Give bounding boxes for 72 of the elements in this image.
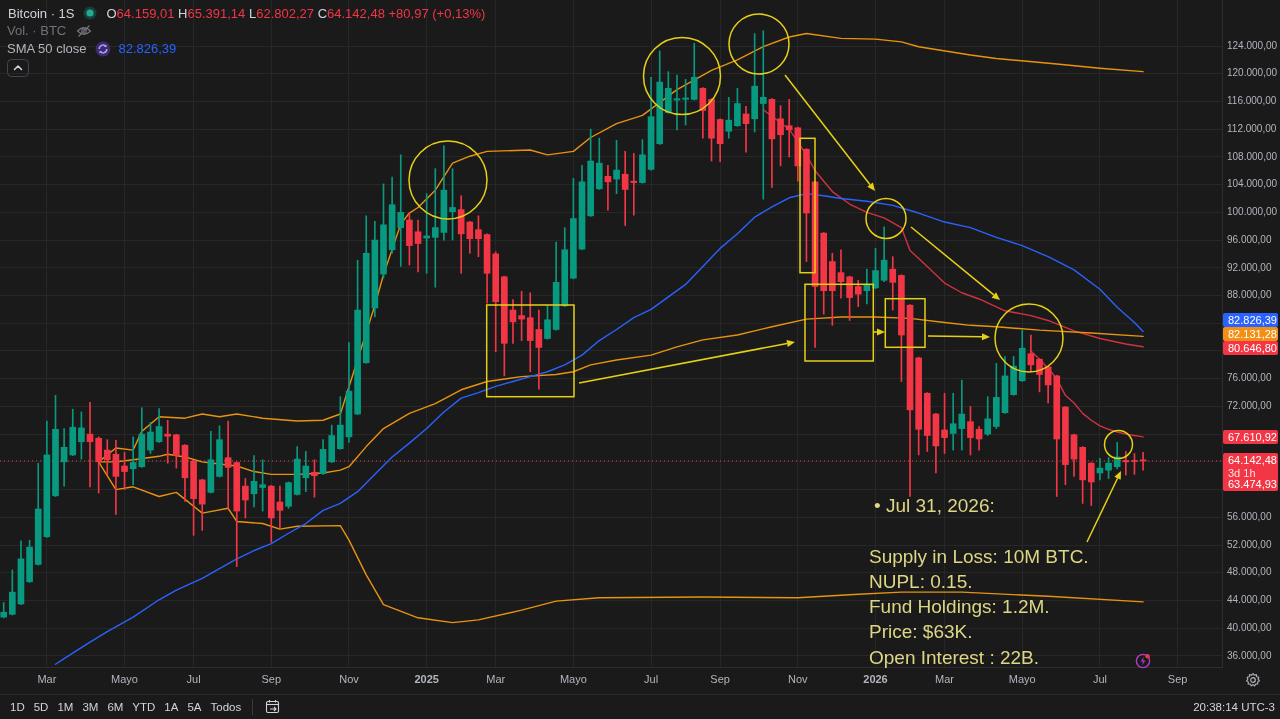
chart-title: Bitcoin · 1S	[8, 5, 75, 21]
candlestick	[414, 219, 422, 273]
annotation: Price: $63K.	[869, 620, 974, 645]
x-tick-label: Mayo	[559, 672, 587, 685]
annotation: Open Interest : 22B.	[869, 645, 1041, 670]
candlestick	[1122, 451, 1130, 476]
x-tick-label: Jul	[644, 672, 659, 685]
annotation: Fund Holdings: 1.2M.	[869, 595, 1051, 620]
x-tick-label: Mar	[935, 672, 955, 685]
candlestick	[397, 154, 405, 267]
y-tick-label: 44.000,00	[1227, 594, 1272, 606]
text: 6M	[107, 701, 124, 713]
y-tick-label: 108.000,00	[1227, 150, 1278, 162]
text: 1M	[57, 701, 74, 713]
x-tick-label: Nov	[339, 672, 360, 685]
text: 67.610,92	[1228, 431, 1278, 443]
candlestick	[164, 419, 172, 464]
text: 1A	[164, 701, 179, 713]
y-tick-label: 72.000,00	[1227, 400, 1272, 412]
y-tick-label: 48.000,00	[1227, 566, 1272, 578]
text: 82.131,28	[1228, 328, 1278, 340]
text: 82.826,39	[1228, 314, 1277, 326]
x-tick-label: Mar	[37, 672, 57, 685]
annotation: NUPL: 0.15.	[869, 569, 974, 594]
x-tick-label: Mar	[486, 672, 506, 685]
y-tick-label: 112.000,00	[1227, 122, 1277, 134]
x-tick-label: Sep	[710, 672, 730, 685]
text: 5D	[33, 701, 49, 713]
candlestick	[535, 309, 543, 390]
x-tick-label: Sep	[1167, 672, 1188, 685]
y-tick-label: 124.000,00	[1227, 39, 1278, 51]
y-tick-label: 116.000,00	[1227, 95, 1277, 107]
annotation: Supply in Loss: 10M BTC.	[869, 544, 1089, 569]
text: 3M	[82, 701, 99, 713]
candlestick	[759, 30, 767, 200]
candlestick	[431, 168, 439, 288]
text: O64.159,01 H65.391,14 L62.802,27 C64.142,48 +80,97 (+0,13%)	[106, 5, 486, 21]
y-tick-label: 36.000,00	[1227, 649, 1272, 661]
candlestick	[837, 249, 845, 299]
text: YTD	[132, 701, 156, 713]
legend-title: SMA 50 close	[7, 41, 87, 56]
x-tick-label: Mayo	[111, 672, 138, 685]
x-tick-label: 2026	[863, 672, 888, 685]
candlestick	[250, 455, 258, 508]
text: 5A	[187, 701, 202, 713]
x-tick-label: Jul	[1092, 672, 1107, 685]
x-tick-label: Jul	[186, 672, 201, 685]
y-tick-label: 120.000,00	[1227, 67, 1278, 79]
text: 20:38:14 UTC-3	[1193, 700, 1275, 715]
y-tick-label: 92.000,00	[1227, 261, 1272, 273]
y-tick-label: 52.000,00	[1227, 538, 1272, 550]
annotation: • Jul 31, 2026:	[874, 494, 996, 518]
text: Todos	[210, 701, 242, 713]
text: 1D	[10, 701, 25, 713]
x-tick-label: 2025	[414, 672, 439, 685]
y-tick-label: 100.000,00	[1227, 206, 1278, 218]
x-tick-label: Mayo	[1008, 672, 1036, 685]
y-tick-label: 40.000,00	[1227, 621, 1272, 633]
text: 3d 1h	[1228, 466, 1257, 479]
annotation: 82.826,39	[118, 41, 177, 56]
y-tick-label: 56.000,00	[1227, 511, 1272, 523]
y-tick-label: 76.000,00	[1227, 372, 1272, 384]
y-tick-label: 104.000,00	[1227, 178, 1278, 190]
x-tick-label: Nov	[788, 672, 809, 685]
text: 80.646,80	[1228, 342, 1278, 354]
y-tick-label: 96.000,00	[1227, 233, 1272, 245]
text: 63.474,93	[1228, 478, 1278, 490]
candlestick	[276, 485, 284, 529]
x-tick-label: Sep	[261, 672, 282, 685]
y-tick-label: 88.000,00	[1227, 289, 1272, 301]
ref-line-label: 64.142,48	[1228, 453, 1278, 466]
annotation: Vol. · BTC	[7, 23, 67, 38]
